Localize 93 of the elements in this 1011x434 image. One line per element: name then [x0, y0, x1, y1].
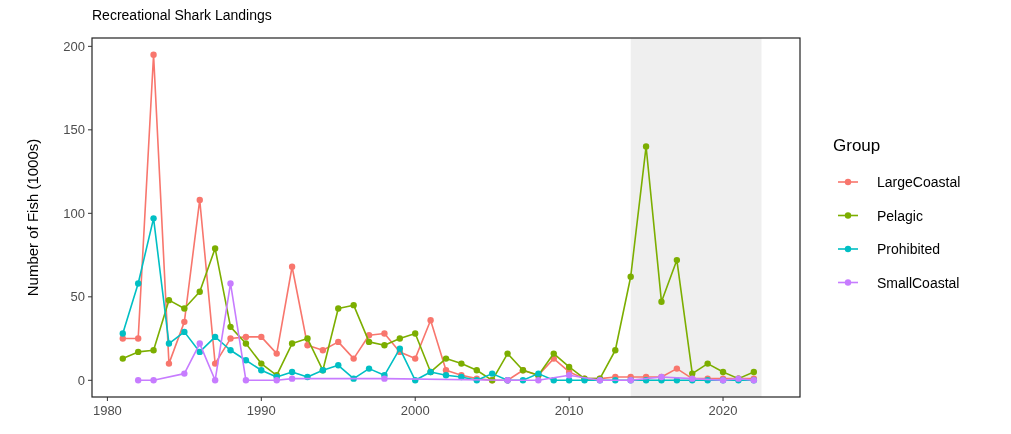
- point: [242, 377, 250, 384]
- y-tick-label: 100: [63, 205, 85, 221]
- point: [119, 330, 126, 337]
- point: [658, 298, 665, 306]
- point: [719, 368, 727, 376]
- point: [273, 377, 280, 384]
- point: [258, 360, 265, 367]
- point: [242, 357, 250, 364]
- point: [565, 372, 573, 379]
- point: [165, 360, 173, 367]
- point: [396, 345, 404, 352]
- point: [134, 377, 142, 384]
- point: [412, 355, 419, 362]
- point: [350, 355, 357, 362]
- point: [165, 296, 173, 304]
- point: [181, 305, 188, 312]
- point: [704, 360, 711, 367]
- legend-label: LargeCoastal: [877, 174, 961, 190]
- point: [150, 347, 157, 354]
- legend-label: Pelagic: [877, 207, 923, 224]
- point: [150, 377, 157, 384]
- point: [442, 372, 450, 379]
- point: [288, 263, 296, 270]
- point: [473, 367, 480, 374]
- x-tick-label: 1990: [246, 403, 276, 418]
- chart-title: Recreational Shark Landings: [92, 7, 272, 23]
- point: [319, 347, 327, 354]
- point: [365, 365, 373, 372]
- point: [565, 363, 573, 371]
- point: [288, 340, 296, 347]
- point: [304, 335, 311, 342]
- point: [165, 340, 173, 347]
- point: [612, 347, 619, 354]
- point: [627, 273, 634, 280]
- point: [119, 355, 126, 362]
- point: [335, 362, 342, 369]
- point: [288, 368, 296, 376]
- point: [196, 340, 203, 347]
- point: [458, 360, 465, 367]
- point: [673, 256, 681, 264]
- point: [242, 340, 250, 347]
- point: [211, 333, 219, 341]
- point: [335, 338, 342, 346]
- point: [427, 317, 434, 324]
- x-tick-label: 2010: [554, 403, 584, 418]
- point: [550, 350, 557, 357]
- x-tick-label: 2000: [400, 403, 430, 418]
- point: [196, 288, 203, 295]
- point: [504, 350, 511, 357]
- point: [196, 196, 203, 204]
- point: [488, 370, 496, 377]
- point: [211, 245, 219, 252]
- y-tick-label: 200: [63, 38, 85, 54]
- point: [150, 51, 157, 58]
- point: [227, 280, 234, 287]
- point: [335, 305, 342, 312]
- y-tick-label: 150: [63, 122, 85, 138]
- point: [350, 301, 357, 309]
- point: [535, 377, 542, 384]
- y-axis-title: Number of Fish (1000s): [24, 138, 41, 297]
- point: [227, 347, 234, 354]
- point: [258, 367, 265, 374]
- point: [211, 377, 219, 384]
- x-tick-label: 1980: [92, 403, 122, 418]
- point: [227, 335, 234, 342]
- point: [750, 368, 758, 376]
- point: [673, 365, 681, 372]
- point: [181, 318, 188, 326]
- point: [258, 333, 265, 341]
- point: [412, 330, 419, 337]
- point: [642, 143, 650, 150]
- point: [181, 370, 188, 377]
- point: [134, 280, 142, 287]
- point: [565, 377, 573, 384]
- point: [442, 355, 450, 362]
- point: [365, 338, 373, 346]
- point: [227, 323, 234, 331]
- point: [181, 328, 188, 336]
- point: [134, 348, 142, 356]
- y-tick-label: 0: [77, 372, 85, 388]
- point: [396, 335, 404, 342]
- legend-label: Prohibited: [877, 241, 941, 257]
- point: [273, 350, 280, 357]
- point: [134, 335, 142, 342]
- point: [288, 375, 296, 382]
- x-tick-label: 2020: [708, 403, 738, 418]
- y-tick-label: 50: [70, 289, 85, 305]
- point: [150, 215, 157, 222]
- legend-label: SmallCoastal: [877, 274, 960, 291]
- point: [242, 333, 250, 341]
- legend-title: Group: [833, 136, 881, 155]
- point: [381, 330, 388, 337]
- point: [381, 342, 388, 349]
